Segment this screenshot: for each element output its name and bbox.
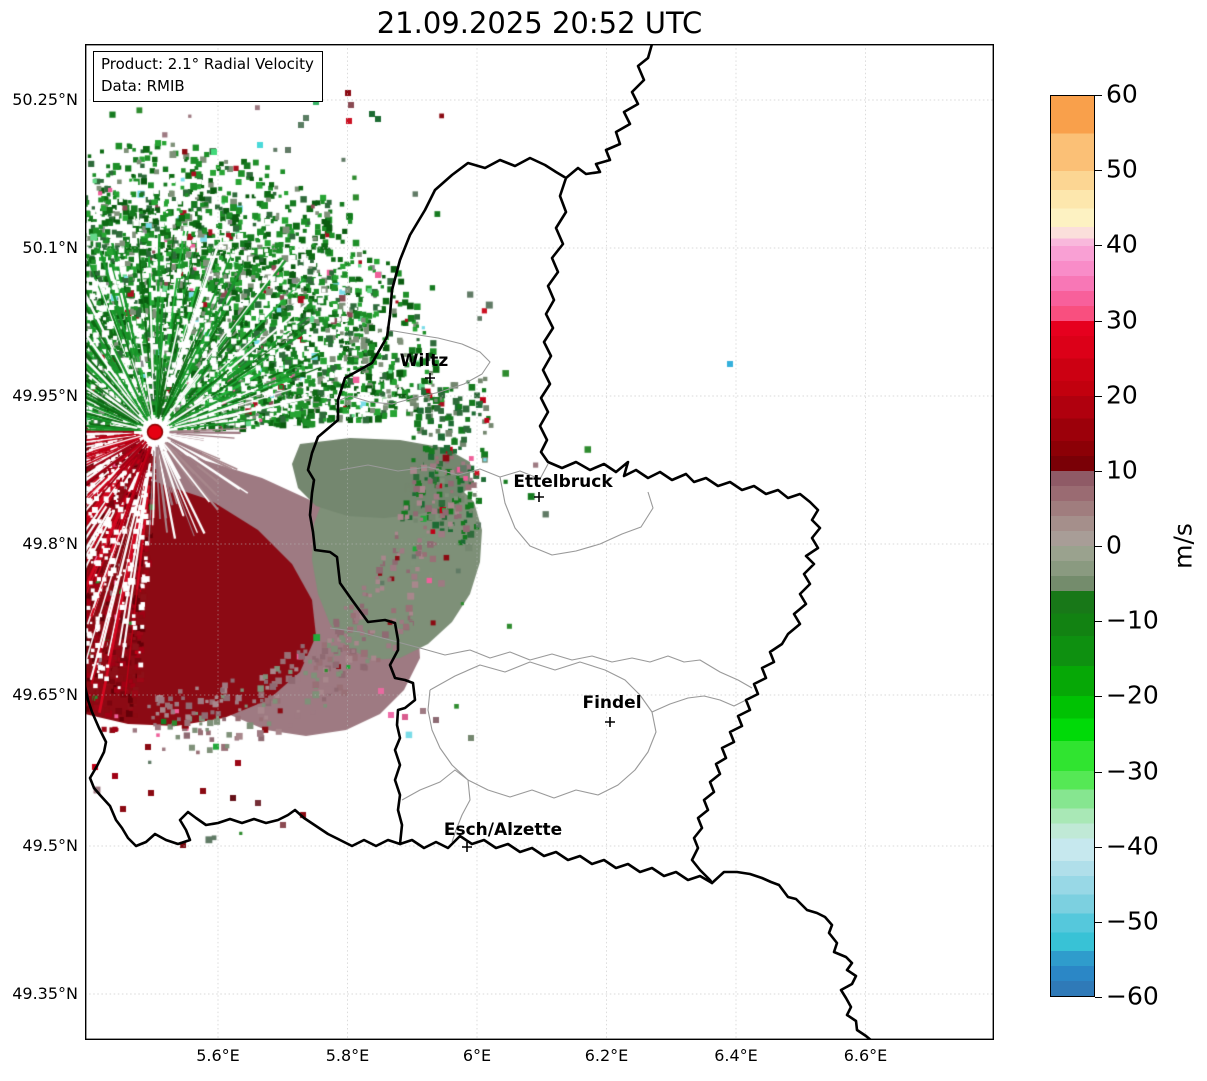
colorbar-tick-mark: [1095, 245, 1102, 247]
colorbar-gradient: [1051, 96, 1094, 996]
lon-tick-label: 6.4°E: [714, 1046, 758, 1065]
lat-tick-label: 49.35°N: [12, 984, 78, 1004]
colorbar-tick-label: 40: [1106, 229, 1138, 259]
lat-tick-label: 49.8°N: [22, 534, 78, 554]
colorbar-tick-mark: [1095, 395, 1102, 397]
colorbar-tick-label: 20: [1106, 379, 1138, 409]
colorbar-tick-label: −20: [1106, 680, 1159, 710]
colorbar-tick-label: 0: [1106, 530, 1122, 560]
map-plot-area: [85, 44, 994, 1040]
colorbar-tick-mark: [1095, 621, 1102, 623]
city-label: Wiltz: [399, 351, 449, 371]
canton-border: [339, 329, 491, 405]
colorbar-unit-label: m/s: [1168, 523, 1198, 569]
product-label: Product: 2.1° Radial Velocity: [101, 55, 314, 73]
colorbar-tick-mark: [1095, 170, 1102, 172]
lat-tick-label: 50.1°N: [22, 238, 78, 258]
radar-velocity-field: [85, 44, 994, 1040]
colorbar-tick-mark: [1095, 696, 1102, 698]
city-label: Findel: [582, 693, 642, 713]
lon-tick-label: 6.2°E: [584, 1046, 629, 1065]
colorbar-tick-label: −10: [1106, 605, 1159, 635]
colorbar: [1050, 95, 1095, 997]
neighbor-country-border: [564, 44, 654, 180]
canton-border: [499, 476, 654, 556]
canton-border: [651, 695, 747, 713]
lon-tick-label: 5.8°E: [325, 1046, 370, 1065]
colorbar-tick-mark: [1095, 95, 1102, 96]
colorbar-tick-label: −30: [1106, 755, 1159, 785]
lon-tick-label: 6.6°E: [843, 1046, 888, 1065]
colorbar-tick-mark: [1095, 771, 1102, 773]
colorbar-tick-label: 50: [1106, 154, 1138, 184]
canton-border: [401, 769, 469, 801]
colorbar-tick-mark: [1095, 846, 1102, 848]
colorbar-tick-label: 10: [1106, 455, 1138, 485]
colorbar-tick-label: −40: [1106, 830, 1159, 860]
lon-tick-label: 6°E: [462, 1046, 492, 1065]
canton-border: [451, 779, 471, 843]
luxembourg-border: [306, 156, 822, 885]
lat-tick-label: 50.25°N: [12, 90, 78, 110]
plot-frame: [85, 44, 994, 1040]
canton-border: [339, 463, 549, 480]
lat-tick-label: 49.65°N: [12, 685, 78, 705]
lat-tick-label: 49.5°N: [22, 836, 78, 856]
data-source-label: Data: RMIB: [101, 76, 185, 95]
city-marker: [605, 717, 615, 727]
city-label: Esch/Alzette: [443, 820, 563, 840]
city-marker: [534, 492, 544, 502]
colorbar-tick-label: 60: [1106, 79, 1138, 109]
colorbar-tick-mark: [1095, 997, 1102, 998]
colorbar-tick-mark: [1095, 470, 1102, 472]
lon-tick-label: 5.6°E: [196, 1046, 240, 1065]
map-overlay: [85, 44, 994, 1040]
colorbar-tick-mark: [1095, 320, 1102, 322]
canton-border: [427, 661, 657, 799]
colorbar-tick-label: 30: [1106, 304, 1138, 334]
colorbar-tick-mark: [1095, 546, 1102, 547]
lat-tick-label: 49.95°N: [12, 386, 78, 406]
colorbar-tick-label: −50: [1106, 906, 1159, 936]
canton-border: [329, 627, 753, 689]
city-marker: [462, 842, 472, 852]
page-title: 21.09.2025 20:52 UTC: [376, 6, 703, 40]
product-info-box: Product: 2.1° Radial Velocity Data: RMIB: [93, 51, 323, 102]
city-marker: [425, 373, 435, 383]
city-label: Ettelbruck: [513, 472, 613, 492]
neighbor-country-border: [710, 870, 873, 1040]
colorbar-tick-label: −60: [1106, 981, 1159, 1011]
neighbor-country-border: [85, 684, 402, 848]
colorbar-tick-mark: [1095, 921, 1102, 923]
